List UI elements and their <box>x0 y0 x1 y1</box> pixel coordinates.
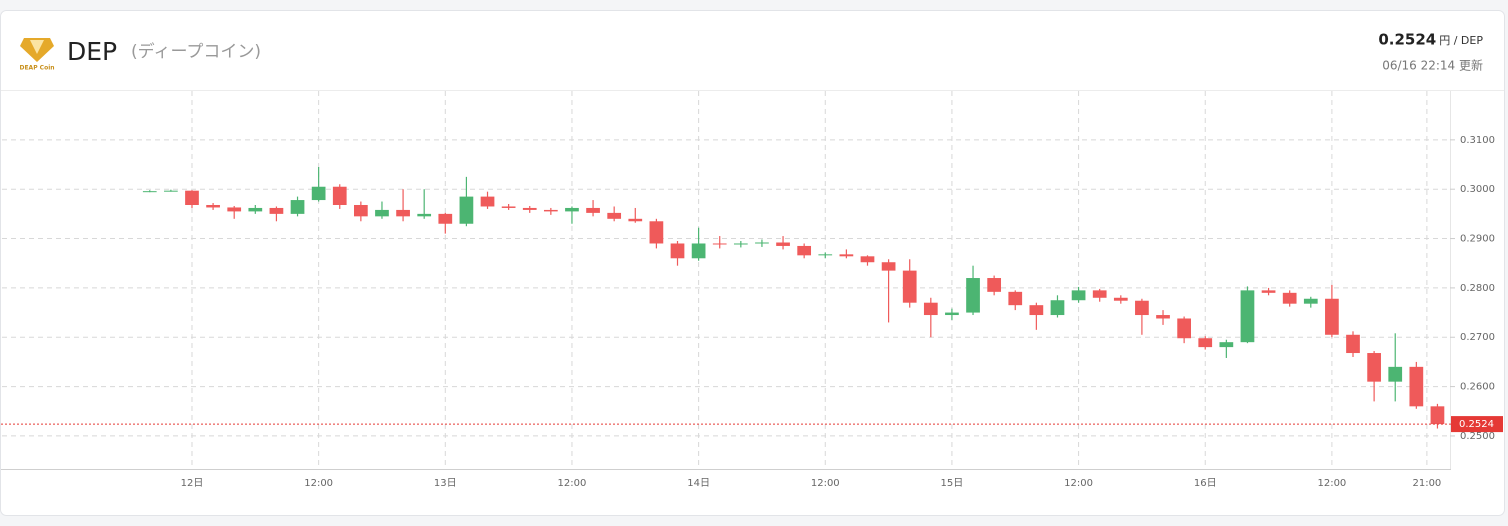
candle-body <box>1029 305 1044 316</box>
candle-body <box>164 190 178 192</box>
y-tick-label: 0.3000 <box>1460 184 1495 195</box>
candle-body <box>459 196 474 224</box>
candle-body <box>185 190 199 205</box>
x-tick-label: 15日 <box>941 478 964 489</box>
x-tick-label: 12:00 <box>1064 478 1093 489</box>
updated-time: 06/16 22:14 更新 <box>1382 58 1483 73</box>
candle-body <box>691 243 706 259</box>
candle-body <box>1156 315 1170 319</box>
candle-body <box>1261 290 1276 293</box>
candle-body <box>417 213 432 217</box>
candle-body <box>966 278 980 313</box>
x-tick-label: 12日 <box>181 478 204 489</box>
candle-body <box>586 207 600 213</box>
candle-body <box>839 254 854 257</box>
subtitle: (ディープコイン) <box>131 41 261 62</box>
candle-body <box>543 209 558 212</box>
current-price-label: 0.2524 <box>1459 419 1494 430</box>
candle-body <box>1050 300 1065 316</box>
candle-body <box>712 243 727 245</box>
candle-body <box>607 212 622 219</box>
candle-body <box>332 186 347 205</box>
x-tick-label: 14日 <box>687 478 710 489</box>
candle-body <box>1219 342 1234 348</box>
candle-body <box>776 242 790 246</box>
candle-body <box>1430 406 1445 425</box>
candle-body <box>733 243 748 245</box>
title: DEP <box>67 37 117 66</box>
candle-body <box>227 207 242 212</box>
candle-body <box>142 191 157 193</box>
candle-body <box>248 207 263 212</box>
x-tick-label: 12:00 <box>558 478 587 489</box>
candle-body <box>1113 297 1128 301</box>
card <box>0 10 1505 516</box>
candle-body <box>881 262 896 271</box>
candle-body <box>1198 338 1213 348</box>
candle-body <box>987 278 1002 292</box>
x-tick-label: 21:00 <box>1412 478 1441 489</box>
candle-body <box>311 186 326 201</box>
candle-body <box>565 207 579 212</box>
candle-body <box>945 312 959 316</box>
candle-body <box>923 302 938 316</box>
logo: DEAP Coin <box>19 38 55 72</box>
candle-body <box>375 209 389 217</box>
candle-body <box>1135 300 1149 316</box>
candle-body <box>1346 334 1360 354</box>
candle-body <box>1282 292 1297 304</box>
candle-body <box>438 213 453 224</box>
y-tick-label: 0.2600 <box>1460 382 1495 393</box>
candle-body <box>1008 291 1023 306</box>
logo-text: DEAP Coin <box>19 65 54 72</box>
current-price: 0.2524 <box>1378 31 1436 49</box>
candle-body <box>354 204 368 217</box>
price-unit: 円 / DEP <box>1439 34 1483 47</box>
candle-body <box>649 221 664 244</box>
candle-body <box>860 256 875 263</box>
candle-body <box>628 218 643 222</box>
candle-body <box>396 209 410 217</box>
candle-body <box>1240 290 1255 343</box>
x-tick-label: 16日 <box>1194 478 1217 489</box>
y-tick-label: 0.2700 <box>1460 332 1495 343</box>
x-tick-label: 12:00 <box>304 478 333 489</box>
candle-body <box>1409 366 1424 407</box>
y-tick-label: 0.3100 <box>1460 135 1495 146</box>
y-tick-label: 0.2800 <box>1460 283 1495 294</box>
candle-body <box>1071 290 1086 301</box>
candle-body <box>269 207 284 214</box>
x-tick-label: 12:00 <box>1317 478 1346 489</box>
candle-body <box>480 196 495 207</box>
x-tick-label: 13日 <box>434 478 457 489</box>
candle-body <box>1092 290 1107 298</box>
candle-body <box>1303 298 1318 304</box>
candle-body <box>797 245 812 256</box>
candle-body <box>501 206 516 208</box>
current-price-box <box>1451 416 1503 433</box>
candle-body <box>902 270 917 303</box>
candle-body <box>1177 318 1191 339</box>
candle-body <box>670 243 685 259</box>
x-tick-label: 12:00 <box>811 478 840 489</box>
candle-body <box>755 242 769 244</box>
candle-body <box>1325 298 1339 335</box>
candle-body <box>1388 366 1403 382</box>
candle-body <box>818 254 833 256</box>
candle-body <box>522 207 537 210</box>
candle-body <box>206 204 220 208</box>
candle-body <box>290 200 305 214</box>
y-tick-label: 0.2900 <box>1460 234 1495 245</box>
y-tick-label: 0.2500 <box>1460 431 1495 442</box>
candle-body <box>1367 353 1381 382</box>
